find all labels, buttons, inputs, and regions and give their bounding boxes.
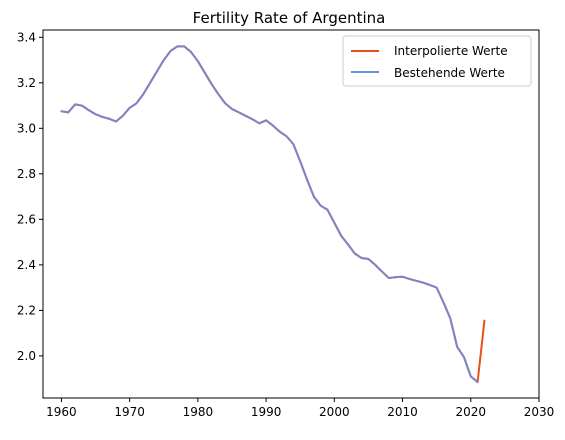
x-tick-label: 1960	[46, 405, 77, 419]
plot-frame	[42, 29, 540, 399]
axis-ticks: 1960 1970 1980 1990 2000 2010 2020 2030 2.0 2.2 2.…	[17, 30, 554, 419]
legend-label-existing: Bestehende Werte	[394, 66, 505, 80]
y-tick-label: 2.8	[17, 167, 36, 181]
series-line-interpolated	[60, 45, 486, 384]
legend-label-interpolated: Interpolierte Werte	[394, 44, 508, 58]
series-line-existing	[60, 45, 479, 384]
x-tick-label: 2000	[319, 405, 350, 419]
y-tick-label: 2.0	[17, 349, 36, 363]
x-tick-label: 2020	[456, 405, 487, 419]
legend: Interpolierte Werte Bestehende Werte	[342, 35, 532, 87]
x-tick-label: 1970	[114, 405, 145, 419]
y-tick-label: 2.4	[17, 258, 36, 272]
y-tick-label: 3.0	[17, 121, 36, 135]
y-tick-label: 2.6	[17, 212, 36, 226]
legend-box	[342, 35, 532, 87]
y-tick-label: 3.4	[17, 30, 36, 44]
y-tick-label: 3.2	[17, 76, 36, 90]
x-tick-label: 2010	[387, 405, 418, 419]
y-tick-label: 2.2	[17, 303, 36, 317]
plot-area	[60, 45, 486, 384]
x-tick-label: 2030	[524, 405, 555, 419]
x-tick-label: 1980	[183, 405, 214, 419]
x-tick-label: 1990	[251, 405, 282, 419]
chart-title: Fertility Rate of Argentina	[193, 9, 386, 27]
